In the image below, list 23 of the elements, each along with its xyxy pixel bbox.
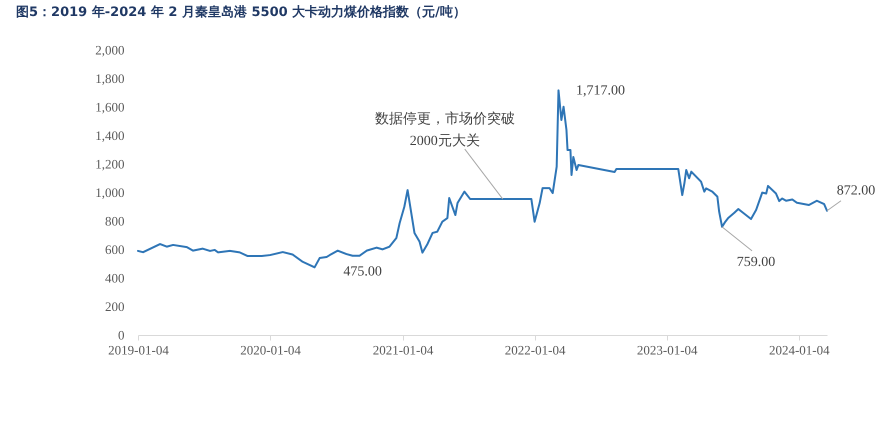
x-tick-label: 2020-01-04 <box>240 342 302 358</box>
x-tick-label: 2024-01-04 <box>768 342 830 358</box>
x-tick-label: 2022-01-04 <box>504 342 566 358</box>
annotation: 数据停更，市场价突破 2000元大关 <box>374 111 515 150</box>
annotation: 475.00 <box>343 264 382 280</box>
annotation: 759.00 <box>736 254 776 270</box>
annotation: 872.00 <box>836 184 876 199</box>
y-tick-label: 600 <box>105 242 124 257</box>
y-tick-label: 400 <box>105 270 124 286</box>
x-tick-label: 2019-01-04 <box>108 342 170 358</box>
y-tick-label: 1,200 <box>95 156 124 172</box>
y-tick-label: 1,800 <box>95 71 124 86</box>
x-tick-label: 2023-01-04 <box>636 342 698 358</box>
y-tick-label: 800 <box>105 214 124 228</box>
y-tick-label: 2,000 <box>95 42 124 58</box>
annotation: 1,717.00 <box>576 83 625 98</box>
y-tick-label: 1,400 <box>95 128 124 143</box>
x-tick-label: 2021-01-04 <box>372 342 434 358</box>
y-tick-label: 0 <box>118 328 124 342</box>
y-tick-label: 1,600 <box>95 100 124 114</box>
chart-title: 图5：2019 年-2024 年 2 月秦皇岛港 5500 大卡动力煤价格指数（元/吨） <box>16 5 466 20</box>
y-tick-label: 1,000 <box>95 185 124 200</box>
y-tick-label: 200 <box>105 299 124 314</box>
